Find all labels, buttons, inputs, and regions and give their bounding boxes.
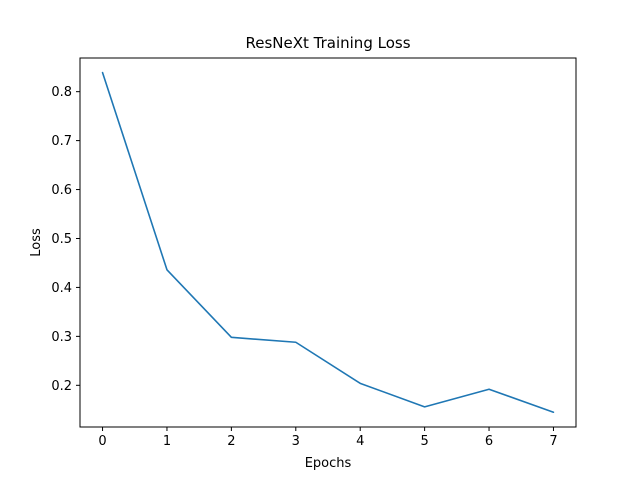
y-tick-label: 0.5 <box>51 232 72 247</box>
x-tick-label: 2 <box>227 434 235 449</box>
y-axis-label: Loss <box>29 228 44 257</box>
x-tick-label: 6 <box>485 434 493 449</box>
x-tick-label: 4 <box>356 434 364 449</box>
x-axis-label: Epochs <box>305 456 352 471</box>
x-tick-label: 5 <box>420 434 428 449</box>
x-axis: 0 1 2 3 4 5 6 7 <box>98 427 558 449</box>
x-tick-label: 1 <box>163 434 171 449</box>
plot-area <box>79 57 577 428</box>
y-tick-label: 0.2 <box>51 379 72 394</box>
x-tick-label: 3 <box>292 434 300 449</box>
y-axis: 0.2 0.3 0.4 0.5 0.6 0.7 0.8 <box>51 85 80 394</box>
y-tick-label: 0.7 <box>51 134 72 149</box>
x-tick-label: 0 <box>98 434 106 449</box>
chart-title: ResNeXt Training Loss <box>245 34 410 52</box>
y-tick-label: 0.6 <box>51 183 72 198</box>
y-tick-label: 0.8 <box>51 85 72 100</box>
y-tick-label: 0.4 <box>51 281 72 296</box>
y-tick-label: 0.3 <box>51 330 72 345</box>
x-tick-label: 7 <box>549 434 557 449</box>
axes-frame <box>79 57 577 428</box>
series-line-loss <box>101 71 555 414</box>
